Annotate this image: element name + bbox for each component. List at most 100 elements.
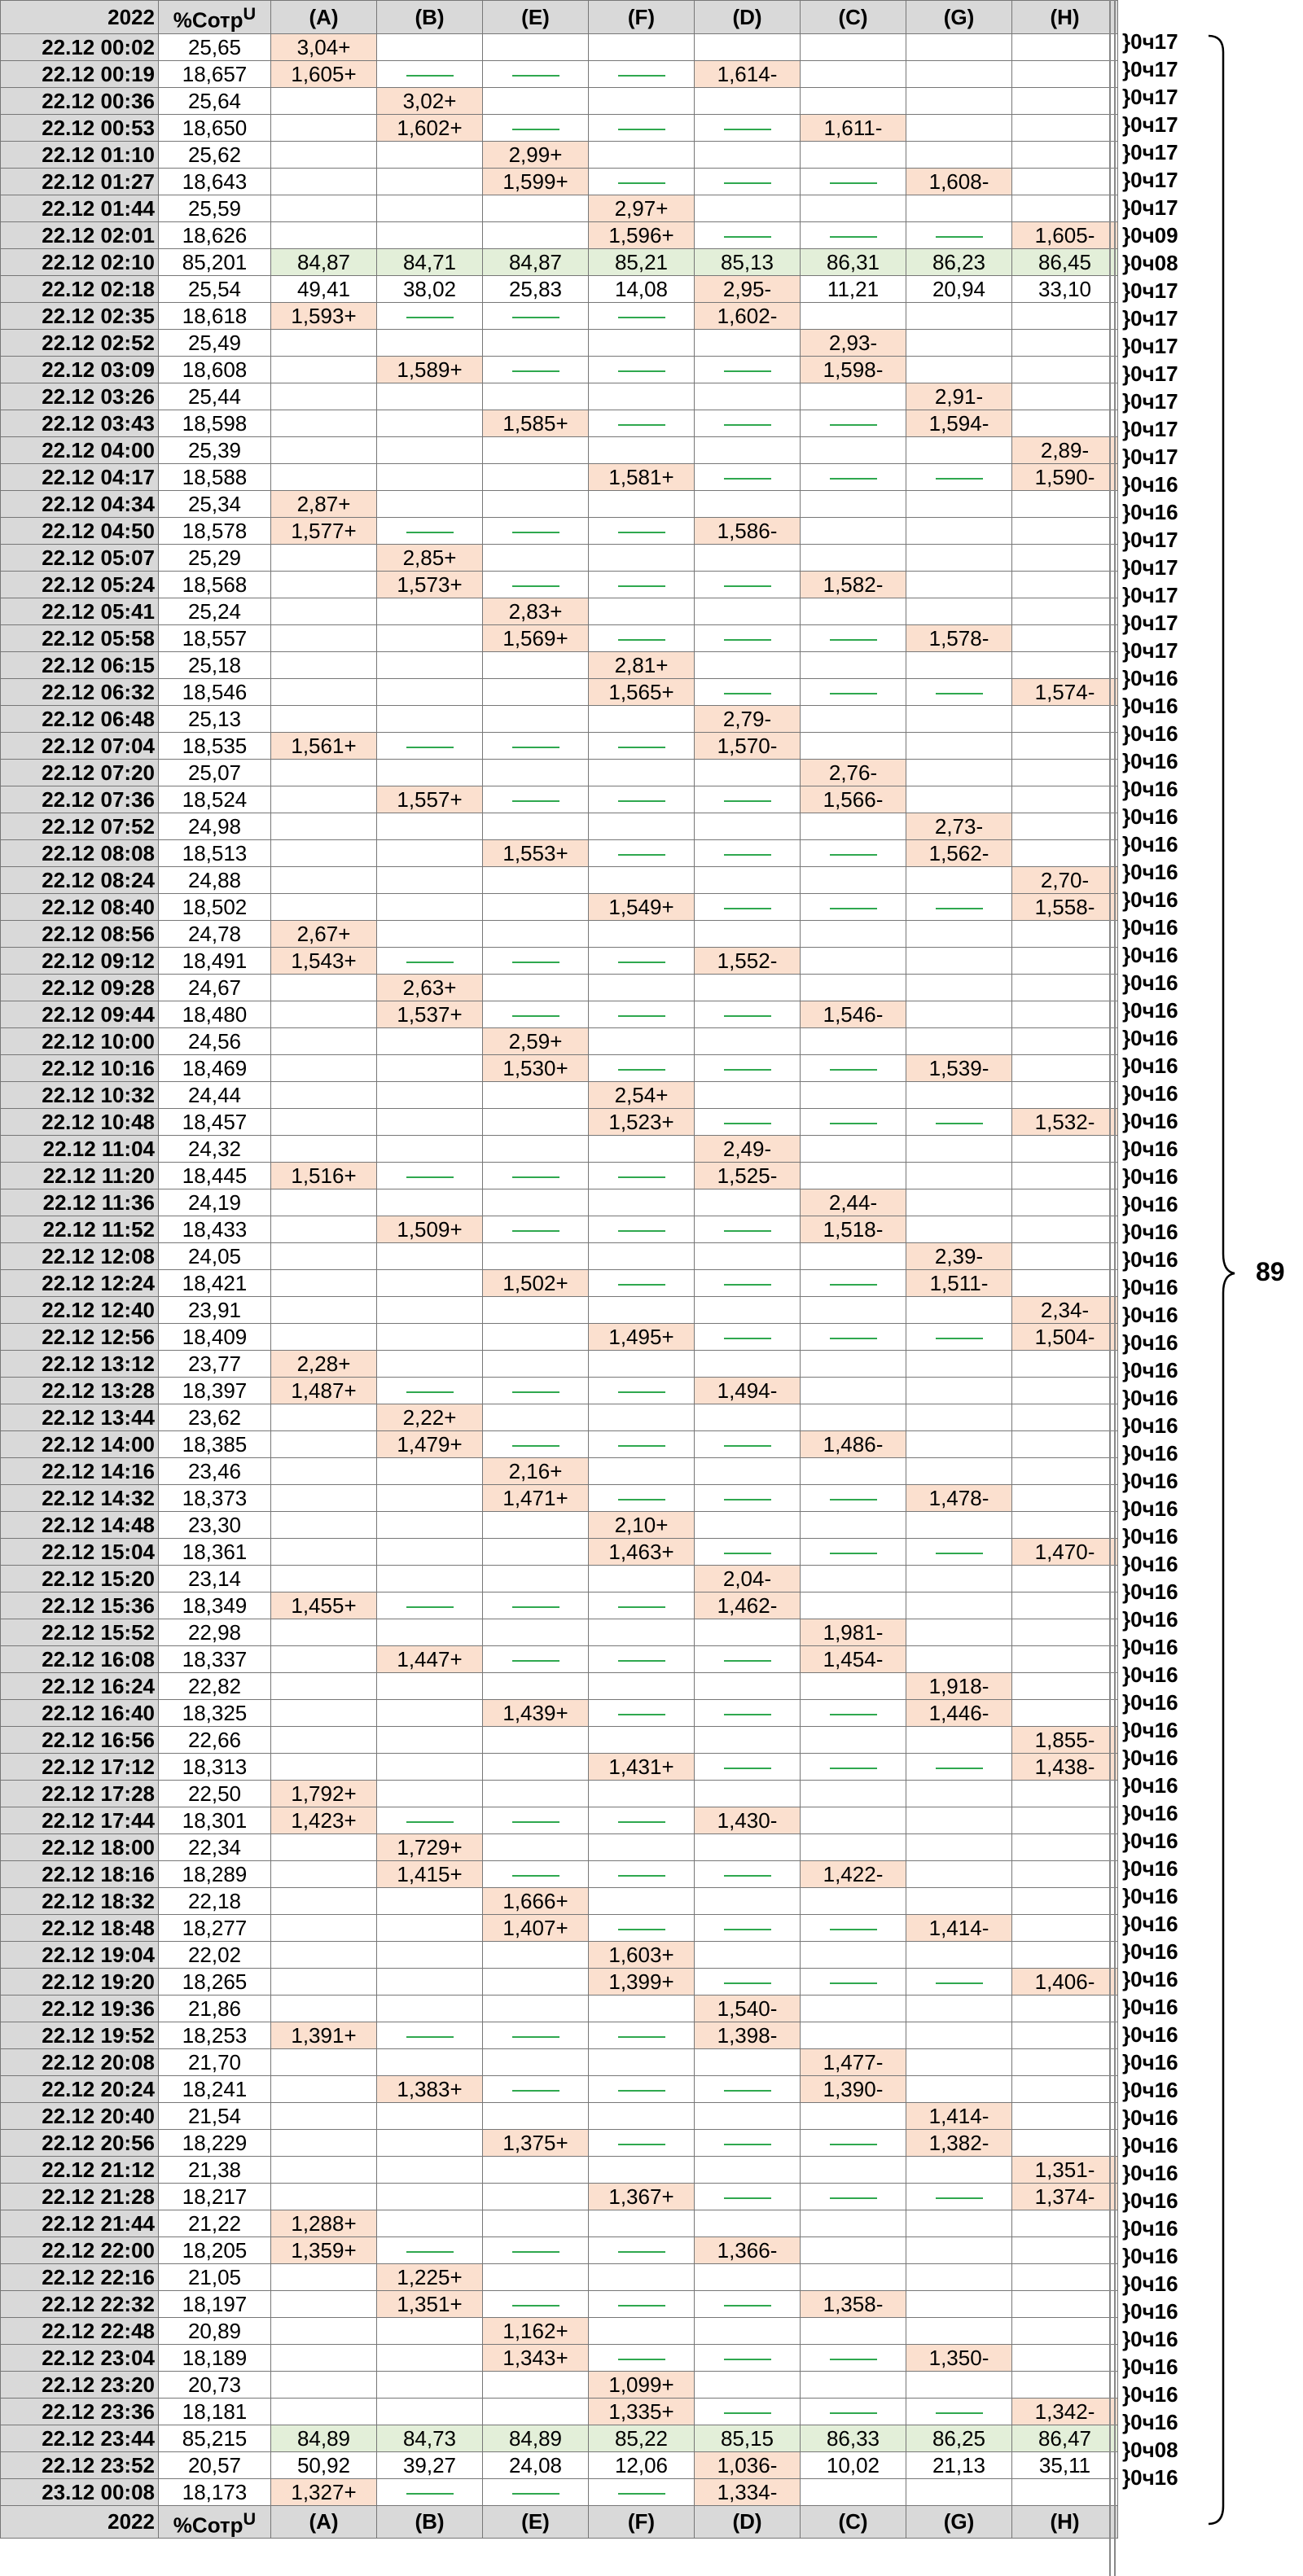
value-cell [588, 1242, 695, 1270]
value-cell: 1,383+ [376, 2074, 483, 2103]
value-cell [270, 2289, 377, 2318]
dash-cell [482, 1860, 589, 1888]
value-cell [376, 624, 483, 652]
value-cell: 1,351+ [376, 2289, 483, 2318]
value-cell: 1,594- [906, 409, 1012, 437]
green-dash [723, 800, 771, 802]
dash-cell [694, 1430, 801, 1458]
pct-cell: 18,325 [158, 1698, 271, 1727]
value-cell: 84,89 [482, 2424, 589, 2452]
year-header: 2022 [0, 0, 159, 34]
pct-cell: 24,32 [158, 1134, 271, 1163]
value-cell: 86,23 [906, 248, 1012, 276]
green-dash [617, 2035, 665, 2038]
green-dash [617, 316, 665, 318]
green-dash [511, 128, 559, 130]
col-footer: (E) [482, 2504, 589, 2539]
interval-note: }0ч16 [1122, 666, 1178, 690]
table-row: 22.12 07:04 18,535 1,561+ 1,570- [0, 731, 1118, 760]
interval-note: }0ч17 [1122, 168, 1178, 192]
time-cell: 22.12 04:34 [0, 489, 159, 518]
table-row: 22.12 01:44 25,59 2,97+ [0, 194, 1118, 222]
value-cell [270, 651, 377, 679]
value-cell [270, 2397, 377, 2425]
value-cell [906, 1886, 1012, 1915]
pct-cell: 18,433 [158, 1215, 271, 1243]
green-dash [511, 746, 559, 748]
value-cell [482, 1510, 589, 1539]
interval-note: }0ч16 [1122, 1829, 1178, 1853]
value-cell: 1,454- [800, 1645, 906, 1673]
time-cell: 22.12 23:04 [0, 2343, 159, 2372]
value-cell: 1,537+ [376, 1000, 483, 1028]
value-cell [906, 2263, 1012, 2291]
value-cell [270, 436, 377, 464]
value-cell: 1,590- [1011, 462, 1118, 491]
value-cell [800, 2477, 906, 2506]
time-cell: 22.12 12:56 [0, 1322, 159, 1351]
table-row: 22.12 06:32 18,546 1,565+ 1,574- [0, 677, 1118, 706]
value-cell [800, 436, 906, 464]
value-cell [694, 919, 801, 948]
value-cell [906, 865, 1012, 894]
interval-note: }0ч17 [1122, 112, 1178, 137]
table-row: 22.12 02:35 18,618 1,593+ 1,602- [0, 301, 1118, 330]
dash-cell [694, 785, 801, 813]
value-cell [588, 758, 695, 786]
value-cell [588, 382, 695, 410]
value-cell: 2,39- [906, 1242, 1012, 1270]
value-cell [800, 489, 906, 518]
value-cell: 1,543+ [270, 946, 377, 975]
value-cell [906, 113, 1012, 142]
dash-cell [906, 677, 1012, 706]
value-cell: 1,359+ [270, 2236, 377, 2264]
value-cell [376, 1349, 483, 1378]
value-cell: 1,602- [694, 301, 801, 330]
pct-cell: 23,77 [158, 1349, 271, 1378]
pct-cell: 24,67 [158, 973, 271, 1001]
value-cell: 84,87 [270, 248, 377, 276]
interval-note: }0ч16 [1122, 1413, 1178, 1438]
value-cell [1011, 2370, 1118, 2399]
dash-cell [588, 1054, 695, 1082]
value-cell [1011, 1080, 1118, 1109]
value-cell [588, 1779, 695, 1807]
value-cell: 2,22+ [376, 1403, 483, 1431]
time-cell: 22.12 18:00 [0, 1833, 159, 1861]
value-cell: 2,89- [1011, 436, 1118, 464]
value-cell [800, 2155, 906, 2184]
value-cell [800, 1806, 906, 1834]
value-cell [1011, 1054, 1118, 1082]
value-cell [694, 973, 801, 1001]
value-cell: 2,97+ [588, 194, 695, 222]
dash-cell [906, 1967, 1012, 1996]
value-cell [906, 785, 1012, 813]
value-cell [1011, 651, 1118, 679]
table-row: 22.12 09:28 24,67 2,63+ [0, 973, 1118, 1001]
value-cell [1011, 2101, 1118, 2130]
col-footer: (H) [1011, 2504, 1118, 2539]
value-cell: 1,792+ [270, 1779, 377, 1807]
dash-cell [906, 1752, 1012, 1781]
dash-cell [588, 1161, 695, 1189]
value-cell [906, 1376, 1012, 1404]
value-cell: 1,586- [694, 516, 801, 545]
value-cell [1011, 597, 1118, 625]
green-dash [723, 2412, 771, 2414]
green-dash [617, 2304, 665, 2307]
time-cell: 22.12 02:52 [0, 328, 159, 357]
value-cell: 2,81+ [588, 651, 695, 679]
table-row: 22.12 06:48 25,13 2,79- [0, 704, 1118, 733]
time-cell: 22.12 01:27 [0, 167, 159, 195]
dash-cell [482, 2074, 589, 2103]
dash-cell [906, 2182, 1012, 2210]
interval-note: }0ч17 [1122, 528, 1178, 552]
pct-cell: 18,313 [158, 1752, 271, 1781]
col-header: (C) [800, 0, 906, 34]
time-cell: 22.12 16:24 [0, 1671, 159, 1700]
pct-cell: 18,469 [158, 1054, 271, 1082]
time-cell: 22.12 15:52 [0, 1618, 159, 1646]
value-cell [694, 543, 801, 572]
value-cell [482, 462, 589, 491]
value-cell [270, 1860, 377, 1888]
